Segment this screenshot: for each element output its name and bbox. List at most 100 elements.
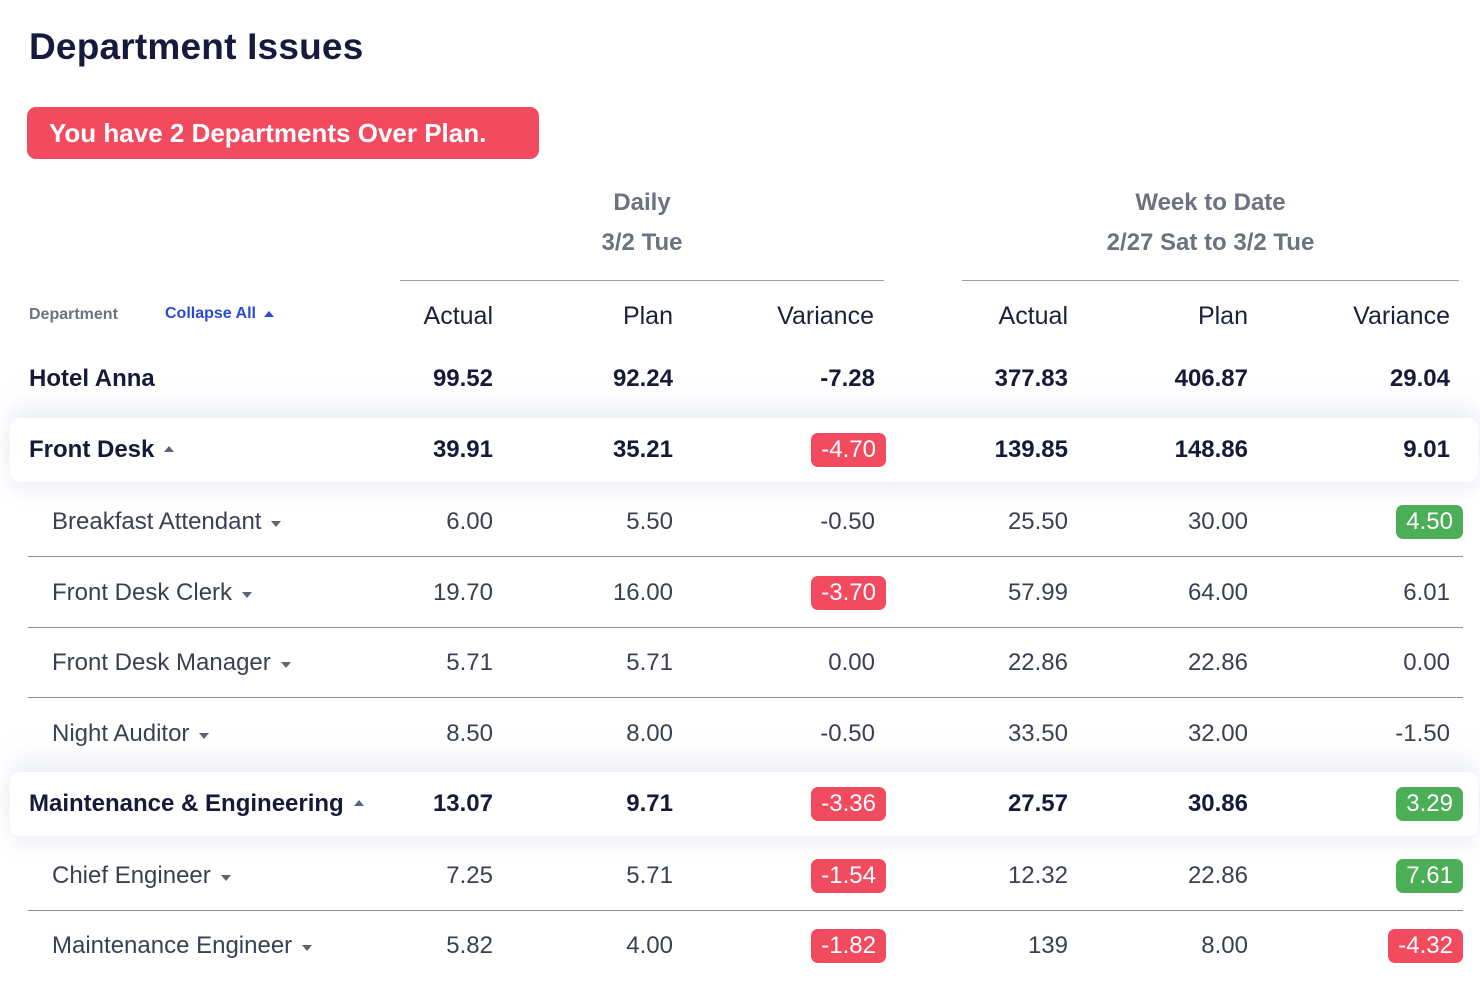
department-row[interactable]: Front Desk 39.91 35.21 -4.70 139.85 148.86 9.0… bbox=[10, 418, 1478, 482]
row-name[interactable]: Front Desk bbox=[29, 418, 175, 482]
wtd-variance-cell: -4.32 bbox=[1388, 911, 1463, 981]
row-name-label: Breakfast Attendant bbox=[52, 508, 262, 535]
wtd-variance-cell: 4.50 bbox=[1396, 487, 1463, 557]
position-row[interactable]: Front Desk Manager 5.71 5.71 0.00 22.86 22.86… bbox=[0, 628, 1480, 698]
daily-actual-cell: 39.91 bbox=[433, 418, 493, 482]
wtd-plan-value: 148.86 bbox=[1174, 436, 1248, 463]
wtd-plan-cell: 64.00 bbox=[1188, 558, 1248, 628]
wtd-plan-cell: 30.00 bbox=[1188, 487, 1248, 557]
wtd-variance-cell: 6.01 bbox=[1403, 558, 1463, 628]
daily-plan-value: 5.71 bbox=[626, 649, 673, 676]
wtd-plan-value: 22.86 bbox=[1187, 649, 1248, 676]
wtd-plan-value: 22.86 bbox=[1187, 862, 1248, 889]
position-row[interactable]: Chief Engineer 7.25 5.71 -1.54 12.32 22.86 7.6… bbox=[0, 841, 1480, 911]
row-divider bbox=[28, 556, 1463, 557]
wtd-plan-header: Plan bbox=[1197, 302, 1248, 330]
daily-actual-cell: 5.82 bbox=[446, 911, 493, 981]
daily-title: Daily bbox=[613, 189, 671, 216]
wtd-plan-value: 64.00 bbox=[1187, 579, 1248, 606]
wtd-variance-value: -1.50 bbox=[1395, 720, 1450, 747]
wtd-group-divider bbox=[962, 280, 1459, 281]
daily-plan-cell: 16.00 bbox=[613, 558, 673, 628]
daily-plan-cell: 35.21 bbox=[613, 418, 673, 482]
wtd-variance-value: 0.00 bbox=[1403, 649, 1450, 676]
daily-variance-cell: -1.54 bbox=[811, 841, 886, 911]
wtd-plan-cell: 30.86 bbox=[1188, 772, 1248, 836]
row-name[interactable]: Maintenance & Engineering bbox=[29, 772, 364, 836]
caret-down-icon[interactable] bbox=[302, 944, 313, 951]
wtd-variance-cell: 7.61 bbox=[1396, 841, 1463, 911]
daily-actual-value: 19.70 bbox=[432, 579, 493, 606]
wtd-actual-value: 139 bbox=[1027, 932, 1068, 959]
wtd-plan-value: 30.00 bbox=[1187, 508, 1248, 535]
wtd-plan-cell: 406.87 bbox=[1175, 344, 1248, 414]
wtd-variance-cell: 9.01 bbox=[1403, 418, 1463, 482]
wtd-plan-cell: 22.86 bbox=[1188, 628, 1248, 698]
over-plan-badge: -3.70 bbox=[811, 576, 886, 610]
position-row[interactable]: Maintenance Engineer 5.82 4.00 -1.82 139 8.00… bbox=[0, 911, 1480, 981]
caret-down-icon[interactable] bbox=[199, 732, 210, 739]
department-column-header: Department bbox=[29, 306, 118, 323]
wtd-actual-cell: 27.57 bbox=[1008, 772, 1068, 836]
over-plan-badge: -4.32 bbox=[1388, 929, 1463, 963]
wtd-plan-cell: 32.00 bbox=[1188, 699, 1248, 769]
daily-plan-cell: 5.71 bbox=[626, 628, 673, 698]
caret-down-icon[interactable] bbox=[220, 874, 231, 881]
row-divider bbox=[28, 627, 1463, 628]
daily-actual-cell: 5.71 bbox=[446, 628, 493, 698]
daily-plan-header: Plan bbox=[622, 302, 673, 330]
wtd-plan-value: 8.00 bbox=[1201, 932, 1248, 959]
daily-group-header: Daily 3/2 Tue bbox=[400, 183, 884, 263]
caret-down-icon[interactable] bbox=[242, 591, 253, 598]
daily-actual-cell: 19.70 bbox=[433, 558, 493, 628]
wtd-subtitle: 2/27 Sat to 3/2 Tue bbox=[1106, 229, 1315, 256]
collapse-all-button[interactable]: Collapse All bbox=[165, 305, 274, 323]
wtd-actual-cell: 57.99 bbox=[1008, 558, 1068, 628]
daily-plan-cell: 5.50 bbox=[626, 487, 673, 557]
row-name[interactable]: Maintenance Engineer bbox=[52, 911, 313, 981]
row-name[interactable]: Chief Engineer bbox=[52, 841, 231, 911]
wtd-variance-cell: 0.00 bbox=[1403, 628, 1463, 698]
row-name[interactable]: Night Auditor bbox=[52, 699, 210, 769]
caret-down-icon[interactable] bbox=[271, 520, 282, 527]
wtd-actual-value: 22.86 bbox=[1007, 649, 1068, 676]
daily-plan-value: 92.24 bbox=[612, 365, 673, 392]
wtd-variance-cell: 29.04 bbox=[1390, 344, 1463, 414]
daily-plan-value: 4.00 bbox=[626, 932, 673, 959]
row-name[interactable]: Front Desk Clerk bbox=[52, 558, 253, 628]
row-name: Hotel Anna bbox=[29, 344, 155, 414]
caret-down-icon[interactable] bbox=[280, 661, 291, 668]
wtd-actual-value: 377.83 bbox=[994, 365, 1068, 392]
daily-actual-value: 39.91 bbox=[432, 436, 493, 463]
daily-group-divider bbox=[400, 280, 884, 281]
wtd-actual-header: Actual bbox=[998, 302, 1068, 330]
over-plan-badge: -3.36 bbox=[811, 787, 886, 821]
position-row[interactable]: Front Desk Clerk 19.70 16.00 -3.70 57.99 64.0… bbox=[0, 558, 1480, 628]
row-name[interactable]: Breakfast Attendant bbox=[52, 487, 282, 557]
wtd-plan-value: 32.00 bbox=[1187, 720, 1248, 747]
position-row[interactable]: Breakfast Attendant 6.00 5.50 -0.50 25.50 30.… bbox=[0, 487, 1480, 557]
wtd-group-header: Week to Date 2/27 Sat to 3/2 Tue bbox=[962, 183, 1459, 263]
daily-plan-value: 35.21 bbox=[612, 436, 673, 463]
daily-actual-value: 5.71 bbox=[446, 649, 493, 676]
wtd-variance-value: 6.01 bbox=[1403, 579, 1450, 606]
caret-up-icon[interactable] bbox=[164, 445, 175, 452]
daily-actual-value: 99.52 bbox=[432, 365, 493, 392]
row-divider bbox=[28, 697, 1463, 698]
position-row[interactable]: Night Auditor 8.50 8.00 -0.50 33.50 32.00 -1.5… bbox=[0, 699, 1480, 769]
over-plan-badge: -1.54 bbox=[811, 859, 886, 893]
daily-variance-cell: -3.70 bbox=[811, 558, 886, 628]
caret-up-icon bbox=[263, 311, 274, 317]
row-name-label: Hotel Anna bbox=[29, 365, 155, 392]
daily-actual-cell: 7.25 bbox=[446, 841, 493, 911]
daily-variance-cell: -0.50 bbox=[820, 487, 886, 557]
row-name[interactable]: Front Desk Manager bbox=[52, 628, 291, 698]
row-name-label: Maintenance Engineer bbox=[52, 932, 293, 959]
wtd-actual-cell: 12.32 bbox=[1008, 841, 1068, 911]
over-plan-badge: -4.70 bbox=[811, 433, 886, 467]
department-row[interactable]: Maintenance & Engineering 13.07 9.71 -3.36 2… bbox=[10, 772, 1478, 836]
daily-plan-value: 16.00 bbox=[612, 579, 673, 606]
caret-up-icon[interactable] bbox=[353, 799, 364, 806]
daily-variance-cell: 0.00 bbox=[828, 628, 886, 698]
row-name-label: Night Auditor bbox=[52, 720, 190, 747]
